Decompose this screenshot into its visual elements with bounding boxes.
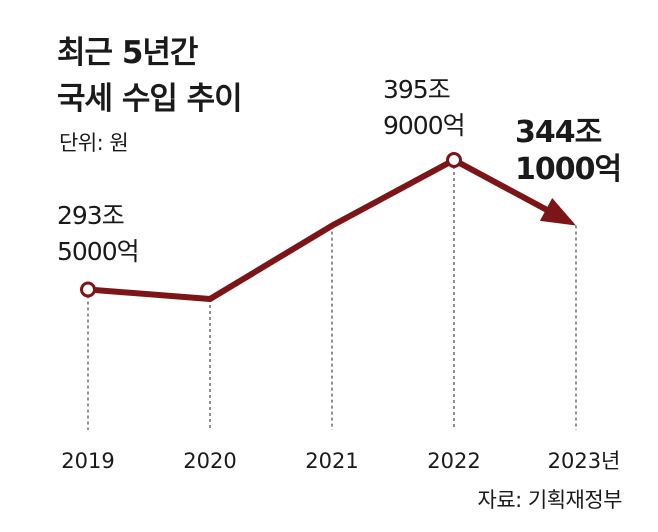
arrowhead-2023 <box>539 197 576 226</box>
chart-title-line1: 최근 5년간 <box>57 35 198 71</box>
series-line <box>85 157 562 302</box>
chart-title: 최근 5년간 국세 수입 추이 <box>57 30 243 122</box>
data-label-2023-line1: 344조 <box>515 115 602 150</box>
point-marker-2019 <box>80 281 96 298</box>
unit-label: 단위: 원 <box>59 131 129 155</box>
x-tick-label-2019: 2019 <box>61 449 114 473</box>
source-note: 자료: 기획재정부 <box>477 488 623 512</box>
data-label-2019-line2: 5000억 <box>57 237 140 266</box>
x-tick-label-2022: 2022 <box>427 449 480 473</box>
data-label-2022-line2: 9000억 <box>383 111 466 140</box>
point-marker-2022 <box>446 152 462 168</box>
x-tick-label-2021: 2021 <box>305 449 358 473</box>
x-tick-label-2023: 2023년 <box>548 449 621 473</box>
data-label-2023: 344조 1000억 <box>515 114 622 188</box>
chart-title-line2: 국세 수입 추이 <box>57 81 243 117</box>
data-label-2022: 395조 9000억 <box>383 72 466 144</box>
data-label-2022-line1: 395조 <box>383 75 451 104</box>
x-tick-label-2020: 2020 <box>183 449 236 473</box>
data-label-2019-line1: 293조 <box>57 201 125 230</box>
data-label-2019: 293조 5000억 <box>57 198 140 270</box>
data-label-2023-line2: 1000억 <box>515 152 622 187</box>
